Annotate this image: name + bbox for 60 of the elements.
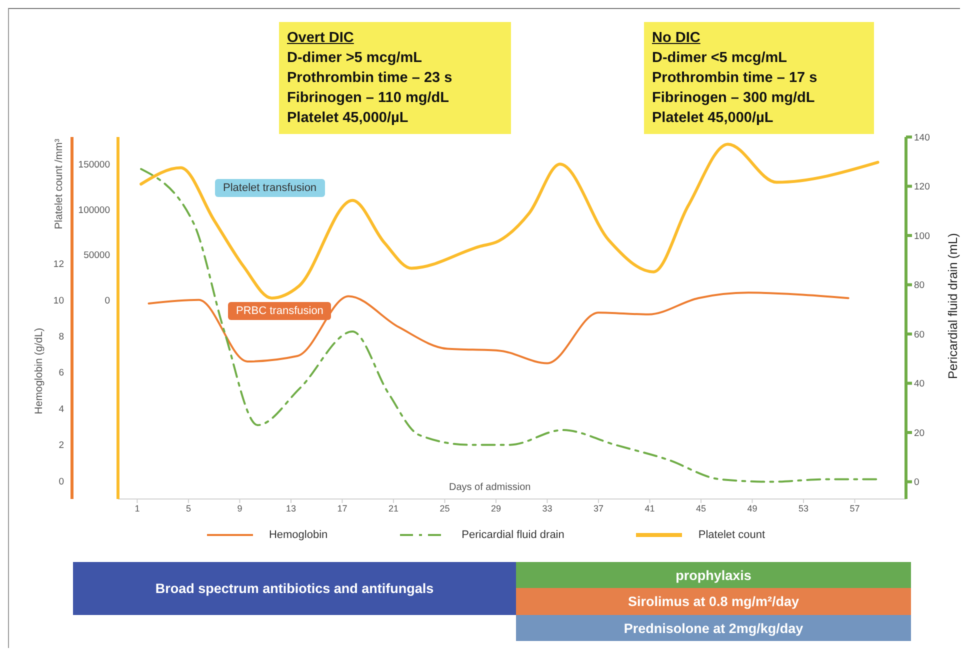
text: prophylaxis xyxy=(516,562,911,588)
y2-axis-title: Pericardial fluid drain (mL) xyxy=(946,233,960,379)
text: Broad spectrum antibiotics and antifungals xyxy=(73,562,516,615)
y2-tick-label: 60 xyxy=(914,329,925,340)
y2-tick-label: 0 xyxy=(914,477,920,488)
y2-tick-label: 80 xyxy=(914,280,925,292)
text: Prednisolone at 2mg/kg/day xyxy=(516,615,911,641)
y-tick-label: 0 xyxy=(58,476,64,488)
y-tick-label: 8 xyxy=(58,331,64,342)
line-series xyxy=(140,168,879,483)
y-tick-label: 4 xyxy=(58,404,64,415)
x-tick-label: 41 xyxy=(644,503,655,514)
y-tick-label: 12 xyxy=(53,259,64,270)
x-tick-label: 5 xyxy=(186,503,191,514)
text: D-dimer <5 mcg/mL xyxy=(652,49,788,68)
text: Fibrinogen – 300 mg/dL xyxy=(652,89,816,108)
legend-label: Hemoglobin xyxy=(268,529,328,541)
x-tick-label: 9 xyxy=(237,503,242,514)
y-axis-title: Hemoglobin (g/dL) xyxy=(33,328,45,414)
y3-axis-title: Platelet count /mm³ xyxy=(53,138,65,230)
text: Prothrombin time – 17 s xyxy=(652,69,818,88)
x-tick-label: 53 xyxy=(798,503,809,514)
legend-label: Platelet count xyxy=(698,529,766,541)
x-tick-label: 17 xyxy=(337,503,348,514)
y3-tick-label: 0 xyxy=(104,295,110,306)
text: Prothrombin time – 23 s xyxy=(287,69,454,88)
y3-tick-label: 150000 xyxy=(78,160,110,171)
annotation: Platelet transfusion xyxy=(215,179,325,197)
x-tick-label: 57 xyxy=(850,503,860,514)
x-tick-label: 21 xyxy=(388,503,398,514)
y-tick-label: 10 xyxy=(53,295,64,306)
y2-tick-label: 20 xyxy=(914,428,925,439)
y3-tick-label: 100000 xyxy=(78,204,110,216)
x-tick-label: 1 xyxy=(134,503,140,514)
text: Sirolimus at 0.8 mg/m²/day xyxy=(516,588,911,615)
x-tick-label: 29 xyxy=(490,503,501,514)
line-series xyxy=(148,292,850,364)
y-tick-label: 6 xyxy=(58,368,64,379)
text: D-dimer >5 mcg/mL xyxy=(287,49,423,68)
annotation: PRBC transfusion xyxy=(228,302,332,320)
x-tick-label: 37 xyxy=(593,503,604,514)
line-series xyxy=(140,142,880,300)
text: Platelet 45,000/µL xyxy=(287,109,410,128)
x-tick-label: 45 xyxy=(696,503,706,514)
x-tick-label: 25 xyxy=(440,503,450,514)
text: Platelet 45,000/µL xyxy=(652,109,774,128)
x-tick-label: 33 xyxy=(542,503,552,514)
y2-tick-label: 40 xyxy=(914,378,925,390)
legend-label: Pericardial fluid drain xyxy=(462,529,564,541)
x-tick-label: 13 xyxy=(286,503,296,514)
y2-tick-label: 120 xyxy=(914,182,930,193)
y3-tick-label: 50000 xyxy=(84,250,110,262)
text: No DIC xyxy=(652,29,702,48)
text: Overt DIC xyxy=(287,29,355,48)
text: Fibrinogen – 110 mg/dL xyxy=(287,89,450,108)
y2-tick-label: 100 xyxy=(914,230,930,242)
x-axis-title: Days of admission xyxy=(449,482,531,493)
x-tick-label: 49 xyxy=(747,503,758,514)
y2-tick-label: 140 xyxy=(914,132,930,144)
y-tick-label: 2 xyxy=(58,440,64,452)
